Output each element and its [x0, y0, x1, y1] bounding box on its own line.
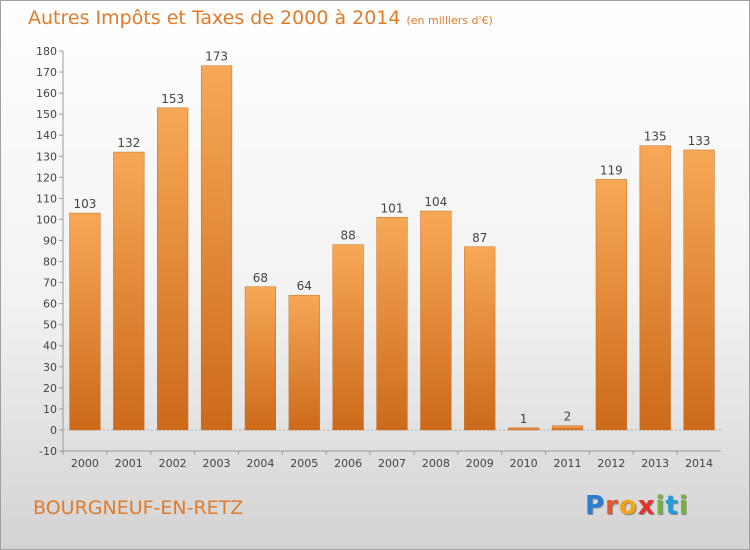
y-tick-label: 40 [43, 340, 57, 353]
bar [157, 107, 189, 431]
bar [288, 294, 320, 431]
y-tick-label: 50 [43, 319, 57, 332]
data-label: 2 [564, 410, 572, 424]
bar [69, 212, 101, 431]
data-label: 173 [205, 50, 228, 64]
x-tick-label: 2010 [510, 457, 538, 470]
bar [639, 145, 671, 431]
logo-letter: P [585, 491, 606, 521]
data-label: 103 [73, 197, 96, 211]
y-tick-label: 140 [36, 129, 57, 142]
chart-title: Autres Impôts et Taxes de 2000 à 2014 (en… [28, 7, 493, 29]
data-label: 119 [600, 163, 623, 177]
x-tick-label: 2008 [422, 457, 450, 470]
logo-letter: t [665, 491, 679, 521]
proxiti-logo: Proxiti [585, 491, 689, 521]
x-tick-label: 2002 [159, 457, 187, 470]
logo-letter: r [605, 491, 619, 521]
x-tick-label: 2014 [685, 457, 713, 470]
y-tick-label: -10 [39, 445, 57, 458]
bar [595, 179, 627, 431]
data-label: 135 [644, 130, 667, 144]
bar [507, 427, 540, 431]
bar [200, 65, 233, 431]
x-tick-label: 2004 [246, 457, 274, 470]
title-text: Autres Impôts et Taxes de 2000 à 2014 [28, 7, 401, 29]
data-label: 133 [688, 134, 711, 148]
data-label: 64 [297, 279, 312, 293]
x-tick-label: 2009 [466, 457, 494, 470]
y-tick-label: 130 [36, 150, 57, 163]
x-tick-label: 2013 [641, 457, 669, 470]
y-tick-label: 150 [36, 108, 57, 121]
bar [376, 217, 408, 431]
x-tick-label: 2001 [115, 457, 143, 470]
data-label: 101 [381, 201, 404, 215]
bar [464, 246, 496, 431]
x-tick-label: 2012 [597, 457, 625, 470]
bar [683, 149, 715, 431]
x-tick-label: 2005 [290, 457, 318, 470]
x-tick-label: 2006 [334, 457, 362, 470]
logo-letter: o [618, 491, 638, 521]
bar [113, 151, 145, 431]
y-tick-label: 30 [43, 361, 57, 374]
data-label: 1 [520, 412, 528, 426]
bar [551, 425, 584, 431]
data-label: 104 [424, 195, 447, 209]
y-tick-label: 100 [36, 213, 57, 226]
data-label: 68 [253, 271, 268, 285]
y-tick-label: 70 [43, 277, 57, 290]
data-label: 132 [117, 136, 140, 150]
bar [420, 210, 452, 431]
y-tick-label: 120 [36, 171, 57, 184]
x-tick-label: 2007 [378, 457, 406, 470]
x-tick-label: 2003 [203, 457, 231, 470]
y-tick-label: 0 [50, 424, 57, 437]
title-unit: (en milliers d'€) [406, 14, 493, 27]
y-tick-label: 60 [43, 298, 57, 311]
bar [332, 244, 364, 431]
y-tick-label: 10 [43, 403, 57, 416]
logo-letter: i [678, 491, 689, 521]
y-tick-label: 90 [43, 234, 57, 247]
data-label: 88 [340, 229, 355, 243]
y-tick-label: 170 [36, 66, 57, 79]
town-name: BOURGNEUF-EN-RETZ [33, 497, 244, 519]
data-label: 87 [472, 231, 487, 245]
y-tick-label: 180 [36, 45, 57, 58]
y-tick-label: 20 [43, 382, 57, 395]
x-tick-label: 2011 [553, 457, 581, 470]
logo-letter: x [637, 491, 656, 521]
y-tick-label: 110 [36, 192, 57, 205]
y-tick-label: 160 [36, 87, 57, 100]
bar [244, 286, 277, 431]
y-tick-label: 80 [43, 256, 57, 269]
x-tick-label: 2000 [71, 457, 99, 470]
logo-letter: i [655, 491, 666, 521]
data-label: 153 [161, 92, 184, 106]
